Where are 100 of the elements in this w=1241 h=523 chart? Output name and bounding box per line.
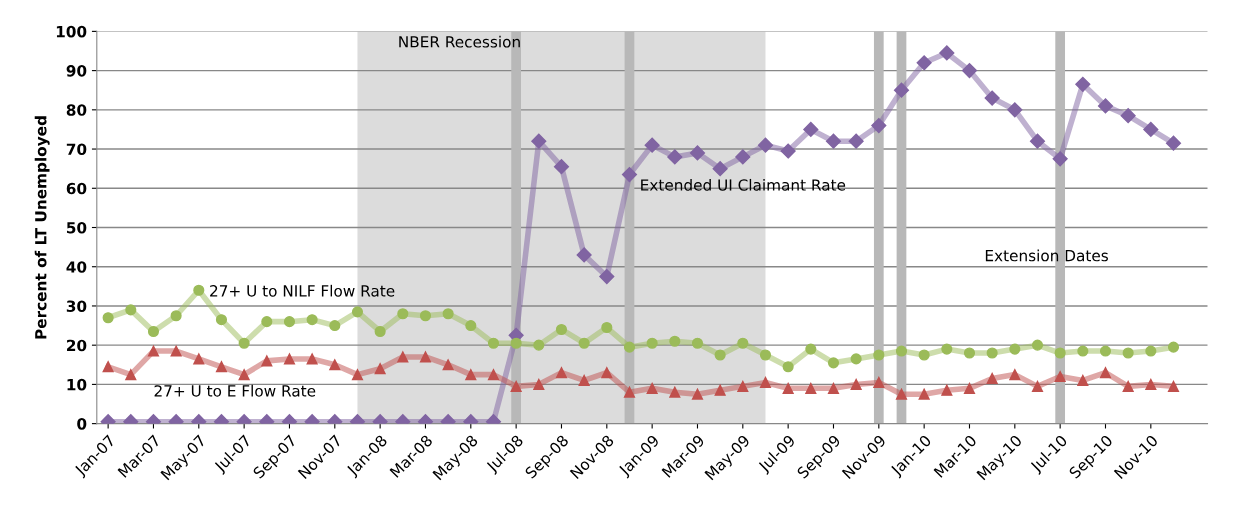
point	[873, 376, 885, 388]
point	[669, 335, 681, 347]
point	[555, 367, 568, 379]
point	[510, 380, 522, 392]
point	[1167, 380, 1180, 392]
point	[1122, 380, 1134, 392]
point	[261, 316, 273, 328]
point	[691, 388, 704, 400]
point	[1077, 374, 1089, 387]
point	[238, 369, 250, 381]
point	[553, 159, 570, 175]
point	[1143, 121, 1159, 138]
point	[351, 306, 364, 318]
point	[873, 349, 885, 361]
point	[893, 82, 910, 98]
point	[805, 382, 817, 394]
point	[986, 347, 998, 359]
point	[714, 349, 726, 361]
series-label: 27+ U to E Flow Rate	[154, 384, 316, 397]
point	[329, 320, 341, 332]
point	[1167, 341, 1180, 353]
point	[442, 308, 454, 320]
y-tick-label: 70	[66, 143, 87, 156]
point	[1054, 371, 1066, 383]
point	[782, 361, 794, 373]
point	[803, 121, 819, 138]
point	[689, 145, 706, 161]
y-tick-label: 20	[67, 339, 87, 352]
y-tick-label: 50	[67, 221, 87, 234]
point	[848, 133, 864, 149]
point	[576, 247, 592, 263]
point	[757, 137, 774, 153]
band-label: NBER Recession	[399, 35, 520, 48]
point	[283, 316, 296, 328]
point	[895, 388, 908, 400]
point	[850, 353, 862, 365]
point	[805, 343, 817, 355]
point	[442, 359, 454, 371]
point	[1009, 369, 1021, 381]
point	[827, 357, 840, 369]
point	[102, 312, 114, 324]
point	[238, 337, 250, 349]
point	[397, 351, 409, 363]
point	[669, 386, 681, 398]
point	[419, 351, 432, 363]
point	[487, 369, 500, 381]
point	[759, 376, 772, 388]
point	[939, 45, 955, 61]
point	[871, 117, 887, 134]
point	[918, 388, 930, 400]
point	[1077, 345, 1089, 357]
point	[261, 355, 273, 367]
point	[215, 361, 228, 373]
point	[1052, 151, 1068, 167]
y-tick-label: 30	[66, 300, 87, 312]
point	[351, 369, 364, 381]
point	[170, 310, 182, 322]
point	[1029, 133, 1046, 149]
point	[714, 384, 726, 396]
point	[941, 343, 953, 355]
point	[737, 337, 749, 349]
point	[1075, 76, 1091, 92]
point	[419, 310, 432, 322]
point	[306, 353, 318, 365]
point	[147, 345, 160, 357]
point	[963, 382, 976, 394]
point	[646, 382, 658, 394]
point	[712, 161, 728, 177]
point	[102, 361, 114, 373]
point	[623, 386, 636, 398]
point	[1009, 343, 1021, 355]
point	[125, 369, 137, 381]
y-tick-label: 0	[77, 418, 87, 430]
point	[621, 166, 638, 183]
point	[397, 308, 409, 320]
y-tick-label: 100	[56, 25, 87, 38]
point	[533, 339, 545, 351]
y-tick-label: 60	[66, 182, 87, 195]
y-tick-label: 80	[66, 104, 87, 116]
point	[306, 314, 318, 326]
point	[691, 337, 704, 349]
point	[578, 374, 590, 387]
point	[533, 378, 545, 390]
y-axis-title: Percent of LT Unemployed	[34, 116, 50, 339]
point	[1054, 347, 1066, 359]
point	[510, 337, 522, 349]
point	[1031, 339, 1044, 351]
point	[215, 314, 228, 326]
point	[193, 353, 205, 365]
point	[487, 337, 500, 349]
point	[1007, 102, 1023, 118]
point	[599, 268, 615, 285]
y-tick-label: 40	[66, 261, 87, 273]
point	[374, 363, 386, 375]
point	[601, 367, 613, 379]
point	[170, 345, 182, 357]
point	[1122, 347, 1134, 359]
point	[1099, 345, 1112, 357]
point	[735, 149, 751, 165]
point	[623, 341, 636, 353]
